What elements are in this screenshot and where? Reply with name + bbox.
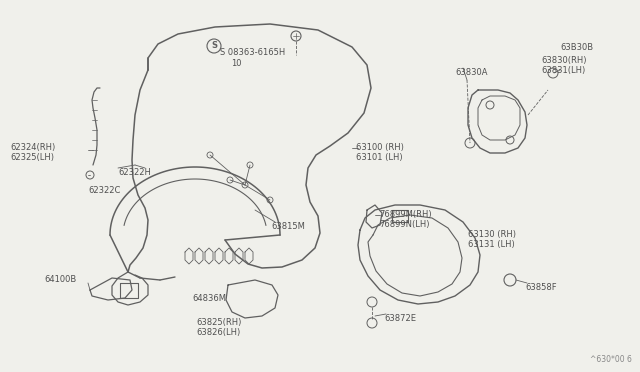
Text: 62322H: 62322H: [118, 168, 151, 177]
Text: 63830(RH): 63830(RH): [541, 56, 586, 65]
Text: S 08363-6165H: S 08363-6165H: [220, 48, 285, 57]
Text: 63826(LH): 63826(LH): [196, 328, 240, 337]
Text: 63100 (RH): 63100 (RH): [356, 143, 404, 152]
Text: 63B30B: 63B30B: [560, 43, 593, 52]
Text: 63831(LH): 63831(LH): [541, 66, 585, 75]
Text: 76899M(RH): 76899M(RH): [379, 210, 431, 219]
Text: 63825(RH): 63825(RH): [196, 318, 241, 327]
Text: 64836M: 64836M: [192, 294, 226, 303]
Text: 63130 (RH): 63130 (RH): [468, 230, 516, 239]
Text: 63830A: 63830A: [455, 68, 488, 77]
Text: 76899N(LH): 76899N(LH): [379, 220, 429, 229]
Text: ^630*00 6: ^630*00 6: [590, 355, 632, 364]
Text: 63872E: 63872E: [384, 314, 416, 323]
Text: 62324(RH): 62324(RH): [10, 143, 55, 152]
Text: 62325(LH): 62325(LH): [10, 153, 54, 162]
Text: S: S: [211, 42, 217, 51]
Text: 10: 10: [231, 59, 241, 68]
Text: 62322C: 62322C: [88, 186, 120, 195]
Text: 64100B: 64100B: [44, 275, 76, 284]
Text: 63858F: 63858F: [525, 283, 557, 292]
Text: 63815M: 63815M: [271, 222, 305, 231]
Text: 63131 (LH): 63131 (LH): [468, 240, 515, 249]
Text: 63101 (LH): 63101 (LH): [356, 153, 403, 162]
